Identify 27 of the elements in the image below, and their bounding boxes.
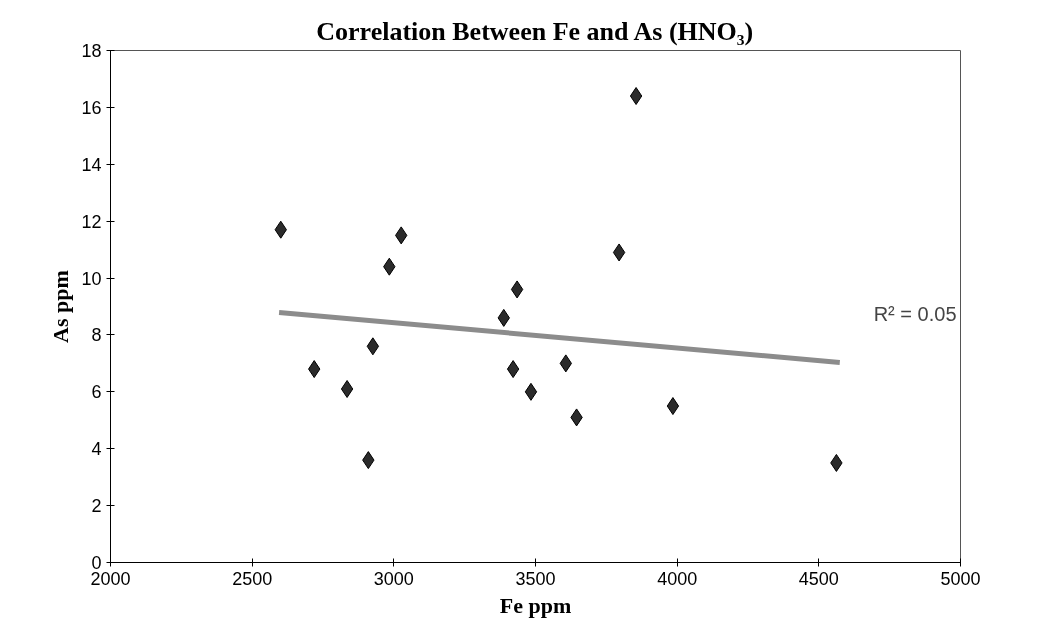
- x-axis-title: Fe ppm: [499, 592, 572, 618]
- y-tick-label: 12: [81, 211, 102, 232]
- x-tick-label: 3000: [373, 568, 414, 589]
- y-tick-label: 8: [91, 325, 102, 346]
- y-tick-label: 2: [91, 496, 102, 517]
- y-tick-label: 14: [81, 154, 102, 175]
- y-tick-label: 18: [81, 41, 102, 61]
- point: [666, 397, 680, 416]
- y-axis-title: As ppm: [48, 270, 74, 343]
- point: [629, 87, 643, 106]
- y-tick-label: 10: [81, 268, 102, 289]
- point: [524, 382, 538, 401]
- x-tick-label: 2500: [232, 568, 273, 589]
- point: [506, 360, 520, 379]
- point: [510, 280, 524, 299]
- chart-title: Correlation Between Fe and As (HNO₃): [316, 16, 754, 46]
- point: [366, 337, 380, 356]
- x-tick-label: 4000: [657, 568, 698, 589]
- y-tick-label: 4: [91, 439, 102, 460]
- x-tick-label: 4500: [798, 568, 839, 589]
- x-tick-label: 3500: [515, 568, 556, 589]
- y-tick-label: 6: [91, 382, 102, 403]
- point: [612, 243, 626, 262]
- x-tick-label: 5000: [940, 568, 981, 589]
- annotation: R² = 0.05: [873, 302, 957, 325]
- point: [340, 379, 354, 398]
- y-tick-label: 16: [81, 97, 102, 118]
